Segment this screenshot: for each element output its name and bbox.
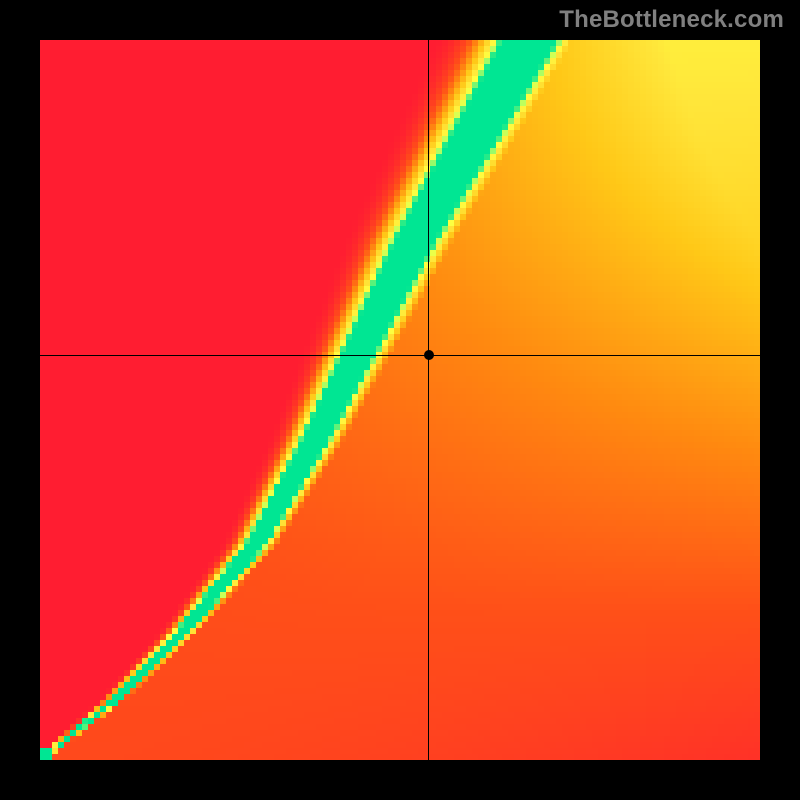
chart-container: TheBottleneck.com (0, 0, 800, 800)
crosshair-marker (424, 350, 434, 360)
watermark-text: TheBottleneck.com (559, 6, 784, 34)
heatmap-plot (40, 40, 760, 760)
crosshair-vertical (428, 40, 429, 760)
crosshair-horizontal (40, 355, 760, 356)
heatmap-canvas (40, 40, 760, 760)
